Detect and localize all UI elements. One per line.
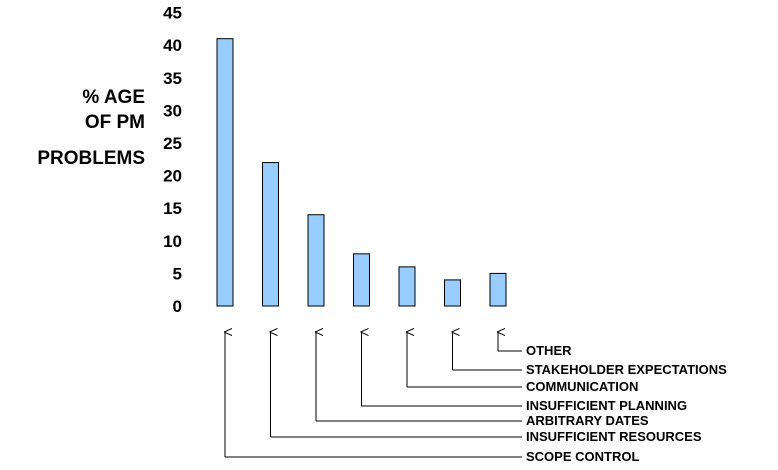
- category-label: SCOPE CONTROL: [526, 449, 639, 464]
- category-label: INSUFFICIENT RESOURCES: [526, 429, 702, 444]
- y-tick-label: 45: [163, 4, 182, 23]
- y-axis-label-line: PROBLEMS: [37, 148, 145, 169]
- y-tick-label: 25: [163, 134, 182, 153]
- category-label: STAKEHOLDER EXPECTATIONS: [526, 362, 727, 377]
- y-tick-label: 20: [163, 167, 182, 186]
- category-label: ARBITRARY DATES: [526, 413, 649, 428]
- y-tick-label: 0: [173, 297, 182, 316]
- category-label: OTHER: [526, 343, 572, 358]
- y-tick-label: 5: [173, 264, 182, 283]
- y-axis-label-line: % AGE: [82, 87, 145, 108]
- y-axis-ticks: 0 5 10 15 20 25 30 35 40 45: [163, 4, 182, 316]
- bar: [262, 162, 279, 307]
- bars: [216, 38, 507, 307]
- bar: [307, 214, 325, 307]
- bar: [444, 279, 461, 307]
- y-axis-label-line: OF PM: [85, 112, 145, 133]
- bar: [216, 38, 234, 307]
- y-tick-label: 15: [163, 199, 182, 218]
- y-tick-label: 35: [163, 69, 182, 88]
- category-label: COMMUNICATION: [526, 379, 638, 394]
- category-labels: SCOPE CONTROL INSUFFICIENT RESOURCESARBIT…: [526, 343, 727, 464]
- y-tick-label: 40: [163, 36, 182, 55]
- category-leader-lines: [225, 332, 522, 458]
- bar: [353, 253, 370, 307]
- bar: [398, 266, 416, 307]
- y-axis-label: % AGE OF PM PROBLEMS: [37, 87, 145, 169]
- bar: [489, 272, 507, 307]
- category-label: INSUFFICIENT PLANNING: [526, 398, 687, 413]
- y-tick-label: 30: [163, 101, 182, 120]
- y-tick-label: 10: [163, 232, 182, 251]
